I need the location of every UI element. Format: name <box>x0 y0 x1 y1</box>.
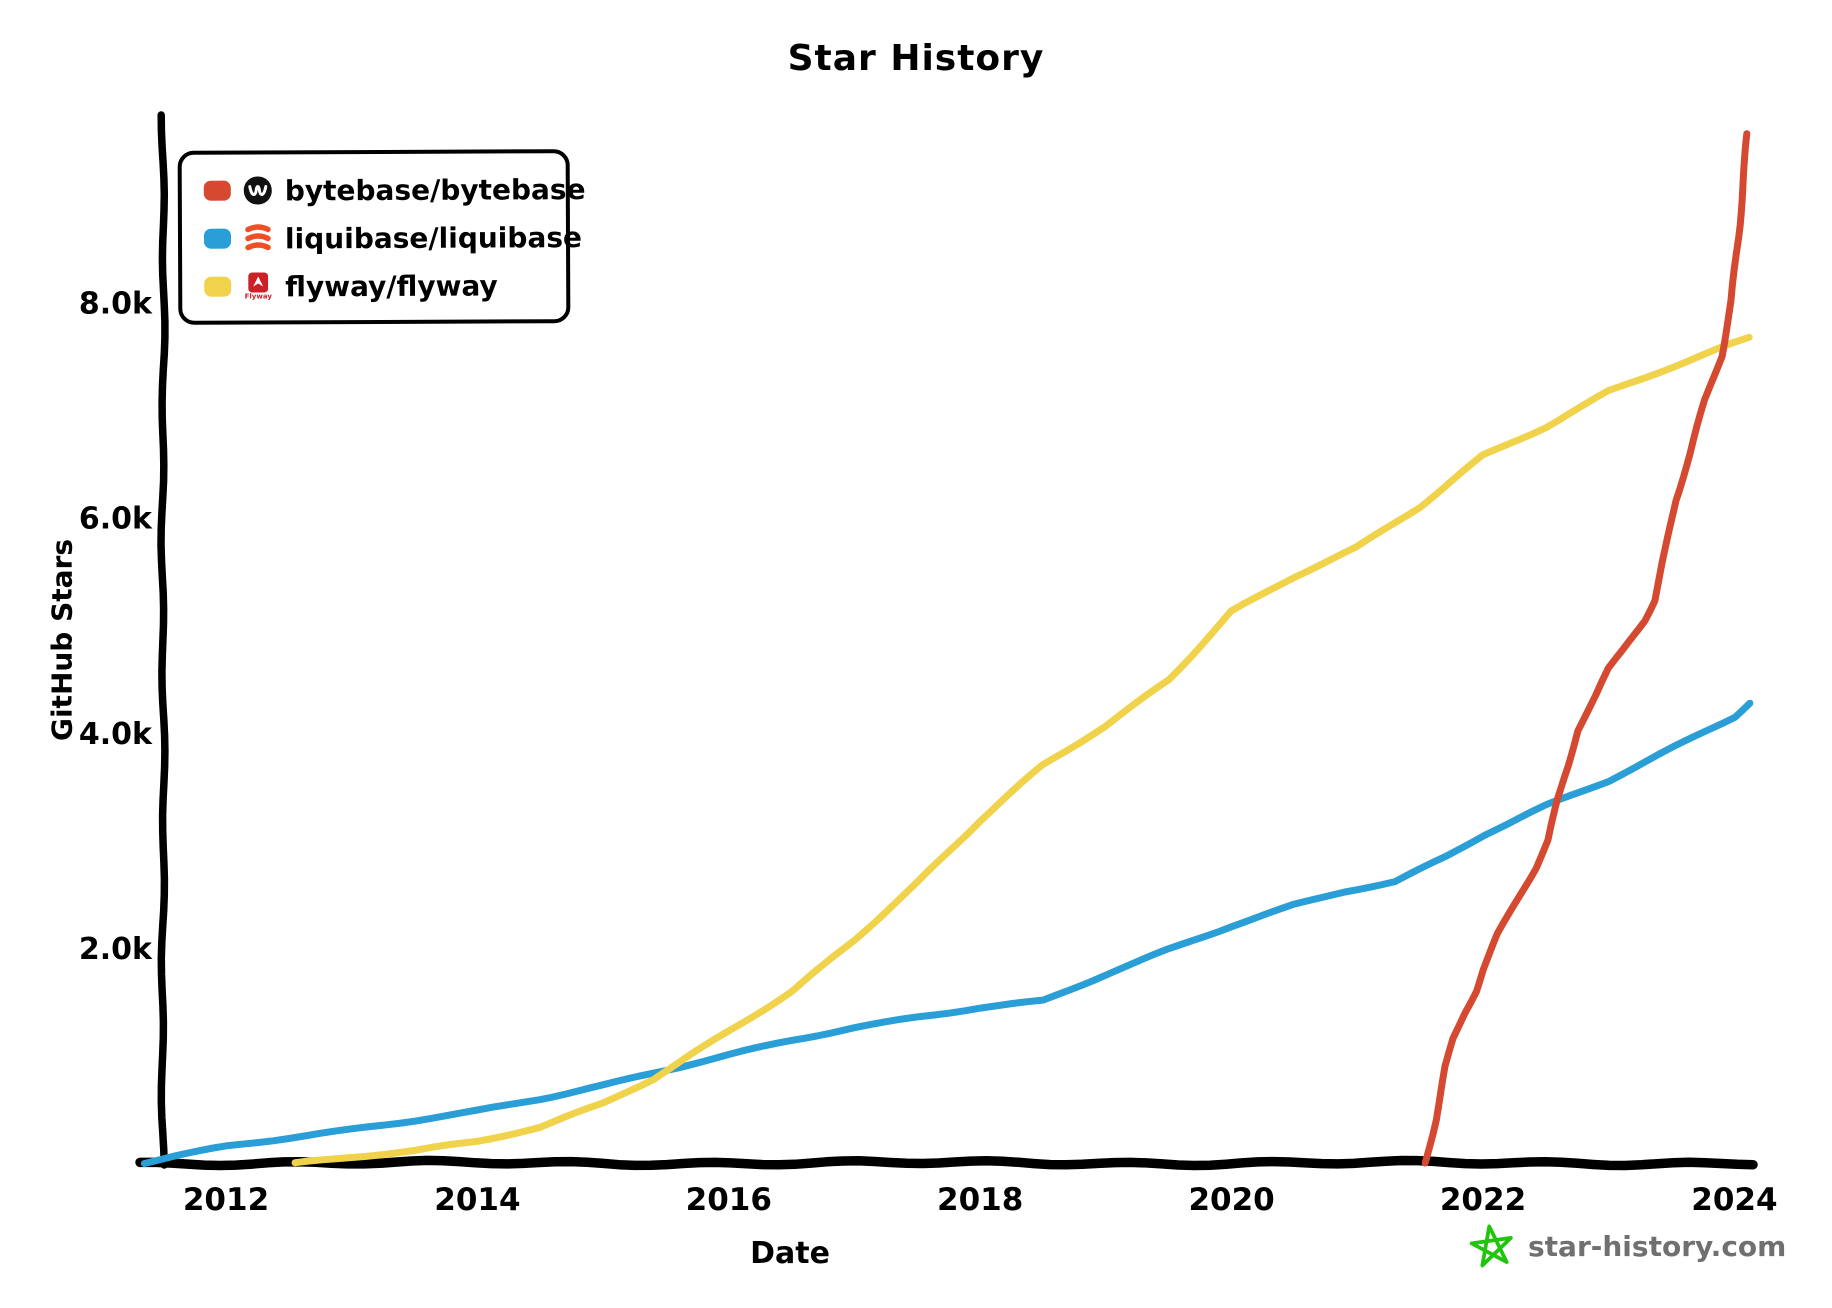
liquibase-logo-icon <box>242 221 274 255</box>
flyway-logo-icon: Flyway <box>242 269 274 303</box>
y-tick-label: 2.0k <box>79 932 153 967</box>
watermark: star-history.com <box>1468 1222 1786 1270</box>
series-line-liquibase <box>140 699 1754 1167</box>
x-tick-label: 2014 <box>434 1182 520 1218</box>
flyway-color-swatch <box>204 276 232 297</box>
x-tick-label: 2022 <box>1440 1182 1526 1218</box>
chart-title: Star History <box>787 38 1045 79</box>
x-axis-line <box>135 1155 1758 1171</box>
star-history-logo-icon <box>1469 1224 1513 1268</box>
legend: bytebase/bytebase liquibase/liquibase <box>177 149 586 325</box>
series-line-flyway <box>291 333 1753 1167</box>
x-axis-title: Date <box>750 1236 830 1271</box>
legend-item-liquibase: liquibase/liquibase <box>203 213 582 263</box>
legend-item-bytebase: bytebase/bytebase <box>203 165 586 215</box>
legend-label-liquibase: liquibase/liquibase <box>284 220 583 255</box>
y-tick-label: 8.0k <box>79 287 153 322</box>
watermark-text: star-history.com <box>1528 1229 1787 1263</box>
series-line-bytebase <box>1421 130 1751 1167</box>
legend-item-flyway: Flyway flyway/flyway <box>204 261 566 311</box>
bytebase-logo-icon <box>242 173 274 207</box>
liquibase-color-swatch <box>203 228 232 249</box>
bytebase-color-swatch <box>203 180 231 201</box>
x-tick-label: 2016 <box>686 1182 772 1218</box>
legend-label-flyway: flyway/flyway <box>285 268 498 303</box>
y-tick-label: 4.0k <box>79 717 153 752</box>
x-tick-label: 2012 <box>183 1182 269 1218</box>
x-tick-label: 2024 <box>1691 1182 1777 1218</box>
x-tick-label: 2020 <box>1188 1182 1274 1218</box>
legend-label-bytebase: bytebase/bytebase <box>284 172 586 207</box>
y-axis-title: GitHub Stars <box>45 538 79 742</box>
flyway-logo-caption: Flyway <box>244 292 272 301</box>
y-tick-label: 6.0k <box>79 502 153 537</box>
x-tick-label: 2018 <box>937 1182 1023 1218</box>
y-axis-line <box>157 111 169 1169</box>
